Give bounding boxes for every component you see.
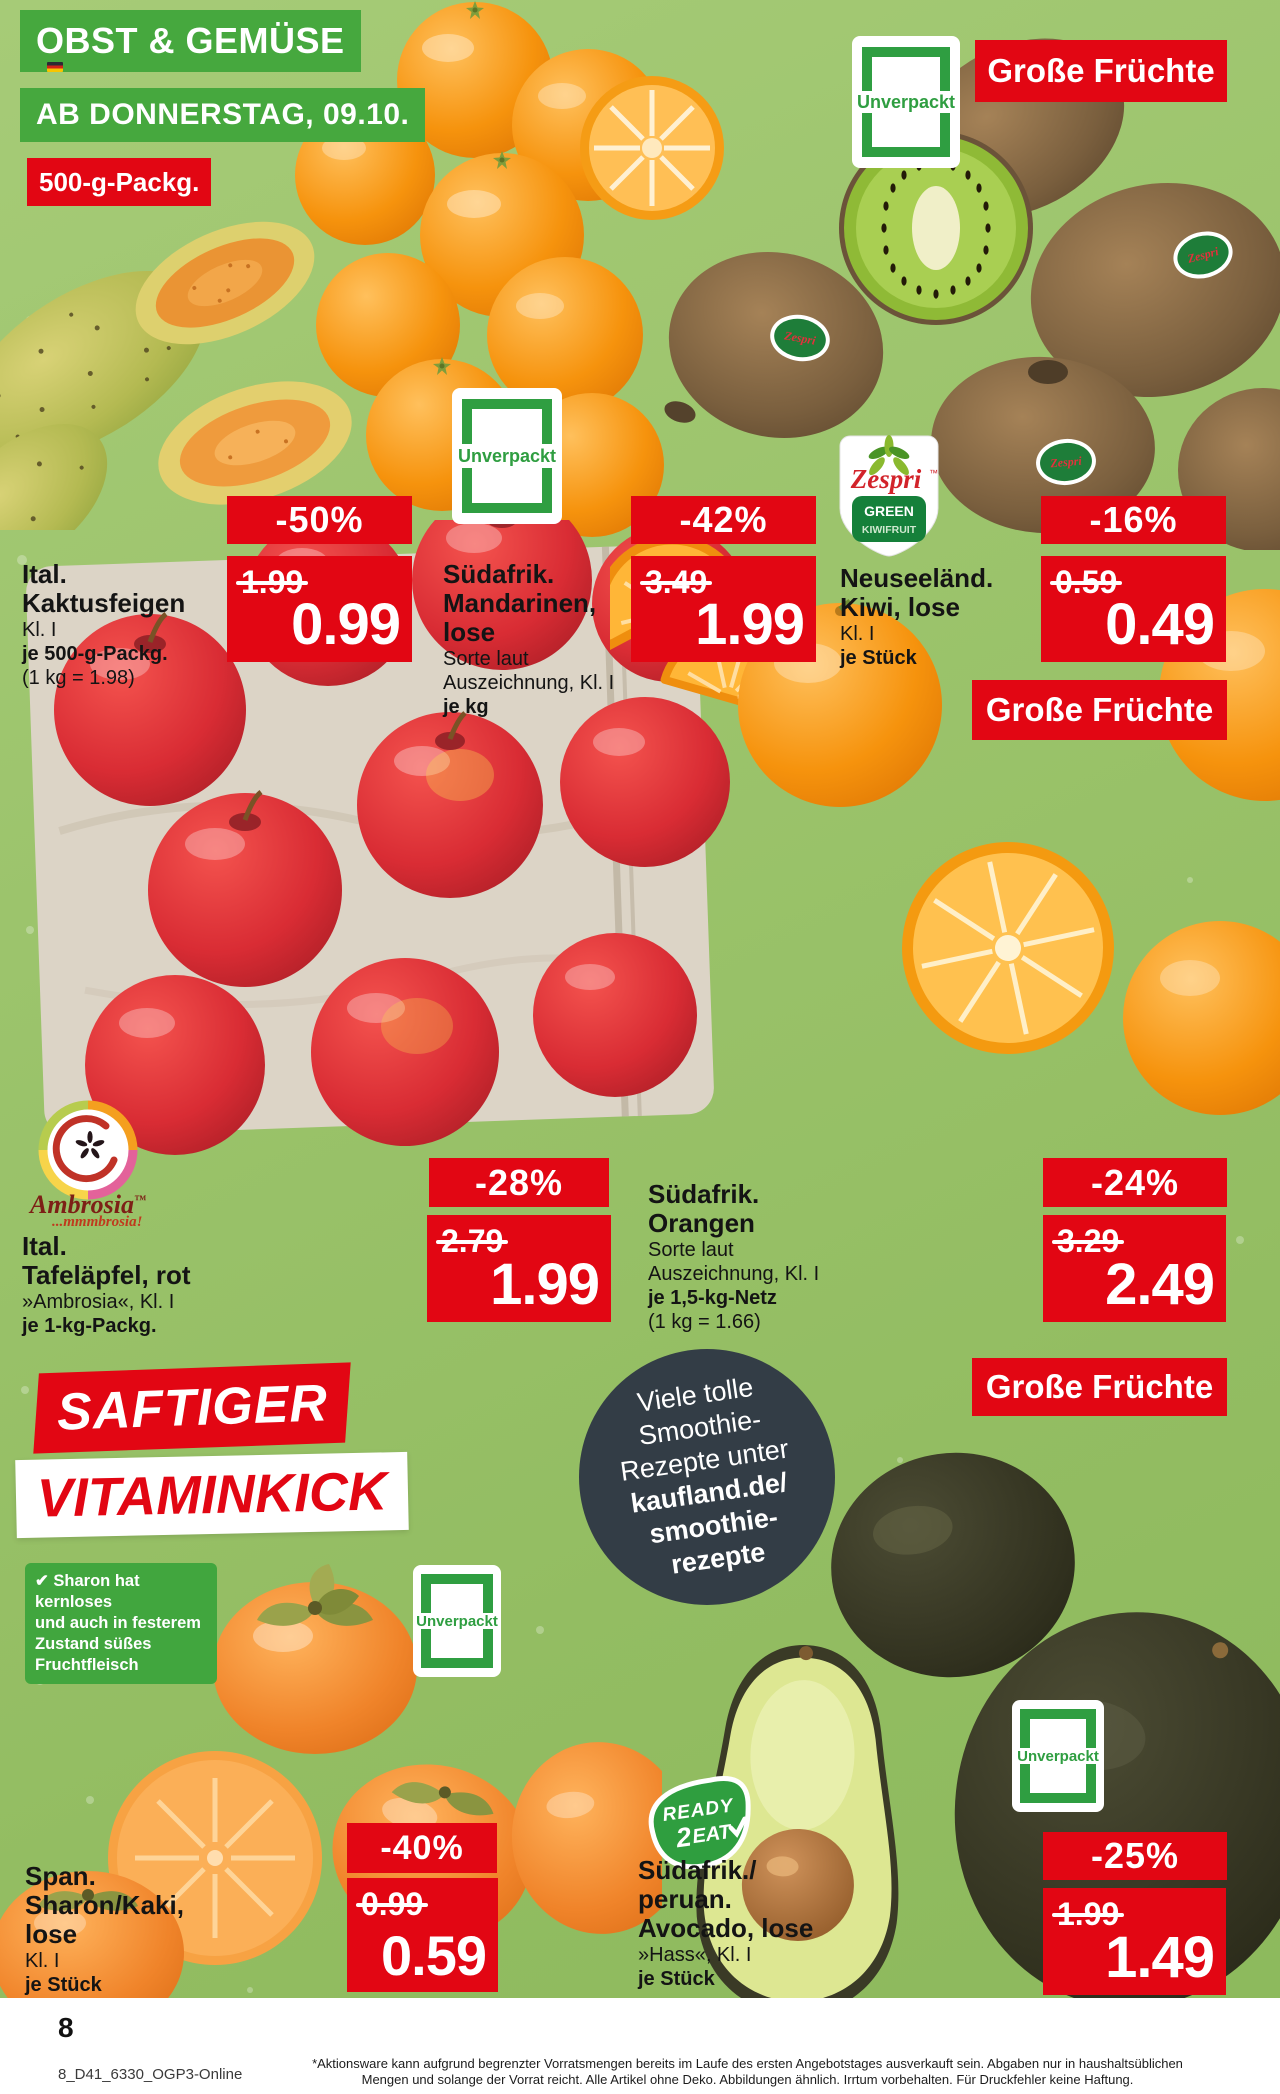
current-price: 0.99 [291,592,401,657]
zespri-logo: Zespri ™ GREEN KIWIFRUIT [839,435,939,557]
smoothie-recipes-bubble: Viele tolle Smoothie- Rezepte unter kauf… [579,1349,835,1605]
discount-badge: -40% [347,1823,497,1873]
valid-from-box: AB DONNERSTAG, 09.10. [20,88,426,142]
promo-headline-box-2: VITAMINKICK [15,1451,409,1539]
old-price: 0.59 [1049,564,1123,600]
grosse-fruechte-badge: Große Früchte [972,680,1227,740]
ambrosia-wordmark: Ambrosia™ [30,1190,147,1219]
price-box: 0.59 0.49 [1041,556,1226,662]
current-price: 0.59 [381,1924,487,1987]
price-box: 3.49 1.99 [631,556,816,662]
product-description: Ital. Kaktusfeigen Kl. I je 500-g-Packg.… [22,559,186,690]
unverpackt-badge: Unverpackt [1012,1700,1104,1812]
legal-text: *Aktionsware kann aufgrund begrenzter Vo… [312,2056,1183,2087]
svg-text:Zespri: Zespri [782,328,817,348]
old-price: 0.99 [355,1886,429,1922]
unverpackt-badge: Unverpackt [413,1565,501,1677]
cactus-figs-photo [0,221,352,530]
old-price: 1.99 [235,564,309,600]
old-price: 1.99 [1051,1896,1125,1932]
old-price: 3.49 [639,564,713,600]
product-description: Span. Sharon/Kaki, lose Kl. I je Stück [25,1861,184,1997]
valid-from-label: AB DONNERSTAG, 09.10. [36,98,410,131]
mandarins-photo [295,1,724,537]
ready-2-eat-badge: READY 2 EAT [648,1776,751,1870]
old-price: 3.29 [1051,1223,1125,1259]
price-box: 2.79 1.99 [427,1215,611,1322]
pack-size-badge: 500-g-Packg. [27,158,212,206]
promo-headline-box-1: SAFTIGER [33,1362,351,1454]
product-description: Ital. Tafeläpfel, rot »Ambrosia«, Kl. I … [22,1231,191,1338]
germany-flag-icon [47,62,63,72]
ambrosia-logo [38,1100,138,1200]
page-title: OBST & GEMÜSE [36,20,345,61]
page-number: 8 [58,2012,74,2043]
persimmons-photo [0,1564,662,1998]
product-description: Südafrik. Orangen Sorte laut Auszeichnun… [648,1179,820,1334]
price-box: 0.99 0.59 [347,1878,498,1992]
svg-text:™: ™ [929,468,938,478]
grosse-fruechte-badge: Große Früchte [975,40,1227,102]
zespri-sticker-icon: Zespri [1173,231,1233,279]
grosse-fruechte-badge: Große Früchte [972,1358,1227,1416]
svg-text:2: 2 [673,1821,693,1853]
zespri-sticker-icon: Zespri [1036,438,1096,486]
print-code: 8_D41_6330_OGP3-Online [58,2066,243,2083]
section-title-box: OBST & GEMÜSE [20,10,361,72]
discount-badge: -28% [429,1158,609,1207]
product-description: Südafrik. Mandarinen, lose Sorte laut Au… [443,559,615,719]
svg-text:Zespri: Zespri [850,464,922,494]
promo-bullet-box: ✔ Sharon hat kernloses und auch in feste… [25,1563,217,1684]
product-description: Neuseeländ. Kiwi, lose Kl. I je Stück [840,563,994,670]
kiwis-photo: Zespri Zespri Zespri [664,38,1280,550]
old-price: 2.79 [435,1223,509,1259]
product-description: Südafrik./ peruan. Avocado, lose »Hass«,… [638,1855,814,1991]
current-price: 1.49 [1105,1925,1215,1990]
page-footer: 8 8_D41_6330_OGP3-Online *Aktionsware ka… [0,1998,1280,2094]
current-price: 0.49 [1105,592,1215,657]
current-price: 2.49 [1105,1252,1215,1317]
discount-badge: -50% [227,496,412,544]
discount-badge: -42% [631,496,816,544]
svg-text:GREEN: GREEN [864,503,914,519]
price-box: 3.29 2.49 [1043,1215,1226,1322]
discount-badge: -24% [1043,1158,1227,1207]
unverpackt-badge: Unverpackt [852,36,960,168]
current-price: 1.99 [490,1252,600,1317]
ambrosia-tagline: ...mmmbrosia! [52,1214,143,1230]
current-price: 1.99 [695,592,805,657]
zespri-sticker-icon: Zespri [770,314,830,362]
discount-badge: -16% [1041,496,1226,544]
svg-text:KIWIFRUIT: KIWIFRUIT [862,524,917,536]
svg-text:Zespri: Zespri [1049,454,1083,471]
check-icon [728,1816,747,1838]
price-box: 1.99 0.99 [227,556,412,662]
discount-badge: -25% [1043,1832,1227,1880]
price-box: 1.99 1.49 [1043,1888,1226,1995]
unverpackt-badge: Unverpackt [452,388,562,524]
